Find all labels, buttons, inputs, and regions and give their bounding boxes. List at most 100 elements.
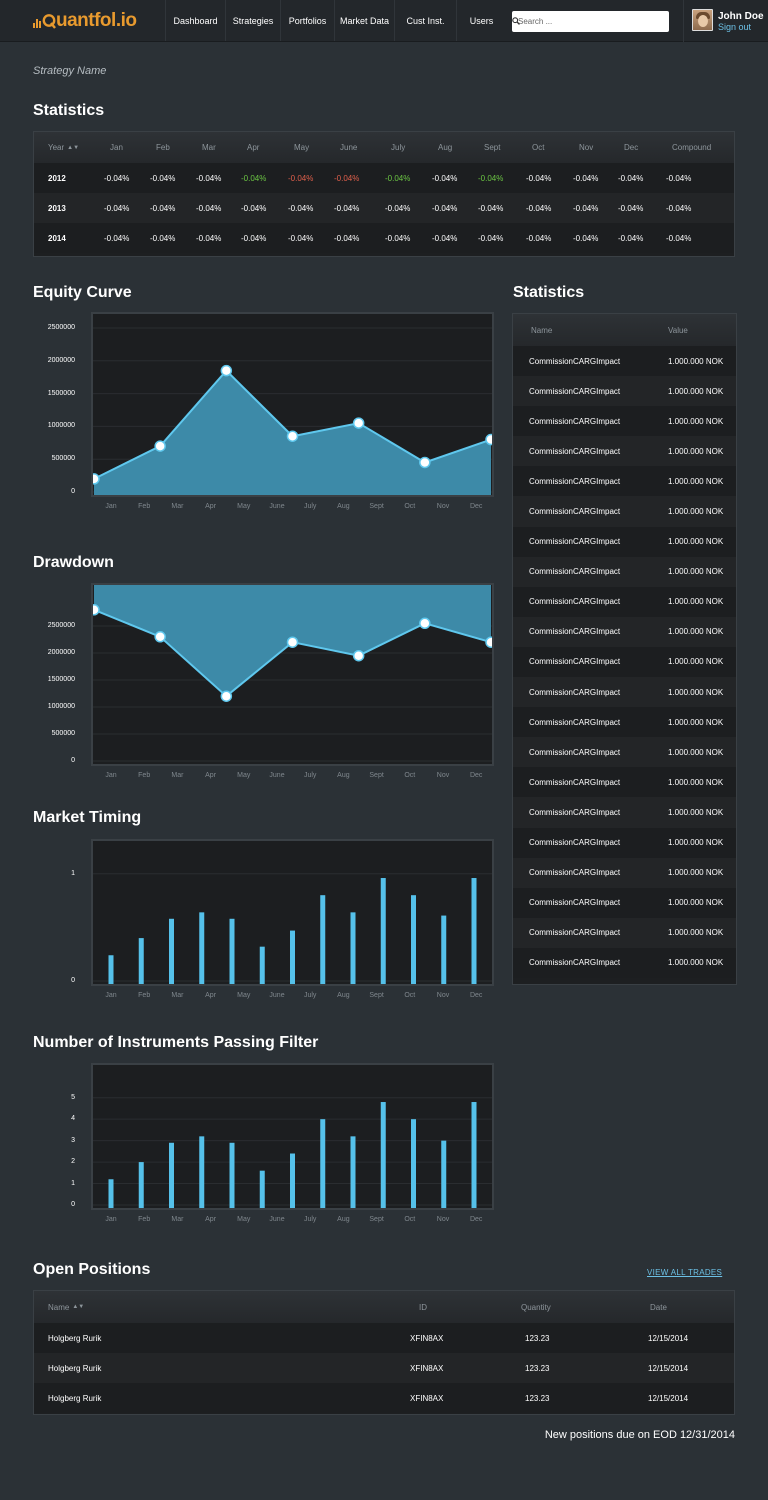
bar[interactable] [199,1136,205,1208]
sign-out-link[interactable]: Sign out [718,22,752,32]
data-point[interactable] [154,440,166,452]
cell-value: -0.04% [526,203,552,213]
view-all-trades-link[interactable]: VIEW ALL TRADES [647,1268,723,1277]
chart-svg [93,873,492,984]
monthly-col-year[interactable]: Year ▲▼ [48,143,80,152]
bar[interactable] [199,912,205,984]
bar[interactable] [320,1119,326,1208]
monthly-col-compound: Compound [672,143,712,152]
bar[interactable] [471,878,477,984]
sort-icon[interactable]: ▲▼ [72,1304,85,1311]
logo-bars-icon [33,14,41,28]
data-point[interactable] [352,649,365,662]
bar[interactable] [411,1119,416,1208]
stat-name: CommissionCARGImpact [529,898,621,908]
data-point[interactable] [485,636,492,648]
nav-item-strategies[interactable]: Strategies [225,0,280,41]
bar[interactable] [229,1142,235,1208]
y-tick-label: 1500000 [47,389,75,397]
bar[interactable] [259,946,265,984]
bar[interactable] [411,895,416,984]
data-point[interactable] [220,364,233,377]
table-row[interactable]: Holgberg Rurik XFIN8AX 123.23 12/15/2014 [34,1353,734,1383]
x-tick-label: Nov [436,503,450,510]
data-point[interactable] [93,604,100,616]
y-tick-label: 1 [71,869,75,877]
table-row: CommissionCARGImpact 1.000.000 NOK [513,677,736,708]
bar[interactable] [290,1153,295,1208]
monthly-stats-header: Year ▲▼ Jan Feb Mar Apr May June July Aug Sept Oct N… [34,132,734,163]
data-point[interactable] [286,636,299,648]
side-stats-col-value: Value [668,325,688,335]
monthly-col-sept: Sept [484,143,501,152]
bar[interactable] [169,1142,174,1208]
x-tick-label: July [303,1216,317,1223]
statistics-heading: Statistics [33,102,105,119]
bar[interactable] [259,1170,265,1208]
cell-value: -0.04% [385,203,411,213]
sort-icon[interactable]: ▲▼ [67,144,80,151]
bar[interactable] [108,1179,114,1208]
cell-value: -0.04% [526,173,552,183]
search-icon[interactable] [512,17,520,25]
bar[interactable] [471,1102,477,1208]
data-point[interactable] [93,473,100,485]
nav-item-portfolios[interactable]: Portfolios [280,0,334,41]
bar[interactable] [320,895,326,984]
stat-value: 1.000.000 NOK [668,537,724,547]
nav-item-market-data[interactable]: Market Data [334,0,394,41]
search-box[interactable] [512,11,669,32]
bar[interactable] [108,955,114,984]
x-tick-label: Jan [105,503,117,510]
bar[interactable] [290,930,295,984]
x-tick-label: July [303,503,317,510]
bar[interactable] [229,918,235,984]
top-nav: uantfol.io Dashboard Strategies Portfolios… [0,0,768,42]
data-point[interactable] [154,631,166,643]
table-row[interactable]: Holgberg Rurik XFIN8AX 123.23 12/15/2014 [34,1323,734,1353]
bar[interactable] [441,915,447,984]
table-row: CommissionCARGImpact 1.000.000 NOK [513,707,736,738]
side-statistics-heading: Statistics [513,284,585,301]
avatar[interactable] [692,9,713,31]
position-id: XFIN8AX [410,1363,444,1373]
table-row[interactable]: Holgberg Rurik XFIN8AX 123.23 12/15/2014 [34,1383,734,1413]
bar[interactable] [350,1136,356,1208]
table-row: CommissionCARGImpact 1.000.000 NOK [513,526,736,557]
open-positions-heading: Open Positions [33,1261,151,1278]
cell-value: -0.04% [334,233,360,243]
bar[interactable] [350,912,356,984]
chart-svg [93,585,492,762]
x-tick-label: June [269,992,285,999]
y-tick-label: 2500000 [47,622,75,629]
positions-col-name[interactable]: Name ▲▼ [48,1302,85,1312]
table-row: CommissionCARGImpact 1.000.000 NOK [513,857,736,888]
bar[interactable] [138,1162,144,1208]
position-name: Holgberg Rurik [48,1393,102,1403]
stat-value: 1.000.000 NOK [668,627,724,637]
bar[interactable] [380,878,386,984]
search-input[interactable] [518,17,643,26]
cell-value: -0.04% [150,203,176,213]
logo[interactable]: uantfol.io [0,0,165,41]
data-point[interactable] [419,456,431,469]
nav-item-users[interactable]: Users [456,0,506,41]
bar[interactable] [441,1140,447,1208]
data-point[interactable] [419,617,431,630]
x-tick-label: Jan [105,772,117,779]
data-point[interactable] [286,430,299,442]
data-point[interactable] [485,433,492,446]
nav-item-cust-inst[interactable]: Cust Inst. [394,0,456,41]
bar[interactable] [380,1102,386,1208]
data-point[interactable] [352,417,365,429]
x-tick-label: May [237,992,251,999]
chart-plot-area [91,839,494,986]
bar[interactable] [169,918,174,984]
bar[interactable] [138,938,144,984]
y-tick-label: 0 [71,1201,75,1208]
cell-value: -0.04% [241,203,267,213]
data-point[interactable] [220,690,233,702]
x-tick-label: Aug [337,1216,350,1223]
nav-item-dashboard[interactable]: Dashboard [165,0,225,41]
y-tick-label: 1 [71,1179,75,1187]
